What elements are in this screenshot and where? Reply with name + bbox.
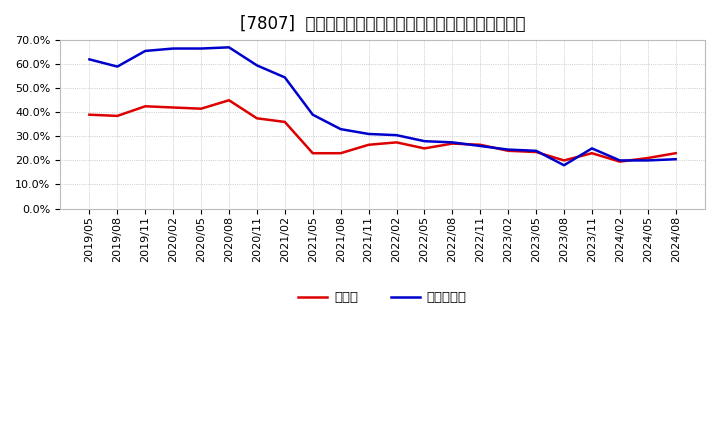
現預金: [671, 150, 680, 156]
有利子負債: [85, 57, 94, 62]
現預金: [532, 149, 541, 154]
現預金: [392, 140, 401, 145]
現預金: [308, 150, 317, 156]
有利子負債: [141, 48, 150, 54]
有利子負債: [476, 143, 485, 149]
有利子負債: [448, 140, 456, 145]
Legend: 現預金, 有利子負債: 現預金, 有利子負債: [293, 286, 472, 309]
現預金: [336, 150, 345, 156]
有利子負債: [253, 63, 261, 68]
現預金: [141, 104, 150, 109]
有利子負債: [336, 127, 345, 132]
Title: [7807]  現預金、有利子負債の総資産に対する比率の推移: [7807] 現預金、有利子負債の総資産に対する比率の推移: [240, 15, 526, 33]
有利子負債: [308, 112, 317, 117]
現預金: [169, 105, 178, 110]
現預金: [253, 116, 261, 121]
有利子負債: [364, 131, 373, 136]
有利子負債: [616, 158, 624, 163]
Line: 有利子負債: 有利子負債: [89, 48, 675, 165]
現預金: [504, 148, 513, 154]
現預金: [476, 142, 485, 147]
現預金: [364, 142, 373, 147]
現預金: [420, 146, 428, 151]
有利子負債: [113, 64, 122, 69]
Line: 現預金: 現預金: [89, 100, 675, 161]
現預金: [588, 150, 596, 156]
有利子負債: [504, 147, 513, 152]
有利子負債: [532, 148, 541, 154]
有利子負債: [559, 163, 568, 168]
有利子負債: [671, 157, 680, 162]
有利子負債: [281, 75, 289, 80]
現預金: [225, 98, 233, 103]
有利子負債: [588, 146, 596, 151]
有利子負債: [392, 132, 401, 138]
有利子負債: [169, 46, 178, 51]
現預金: [616, 159, 624, 164]
現預金: [644, 155, 652, 161]
現預金: [113, 113, 122, 118]
有利子負債: [197, 46, 205, 51]
有利子負債: [420, 139, 428, 144]
現預金: [448, 141, 456, 146]
有利子負債: [225, 45, 233, 50]
現預金: [85, 112, 94, 117]
現預金: [281, 119, 289, 125]
現預金: [197, 106, 205, 111]
有利子負債: [644, 158, 652, 163]
現預金: [559, 158, 568, 163]
